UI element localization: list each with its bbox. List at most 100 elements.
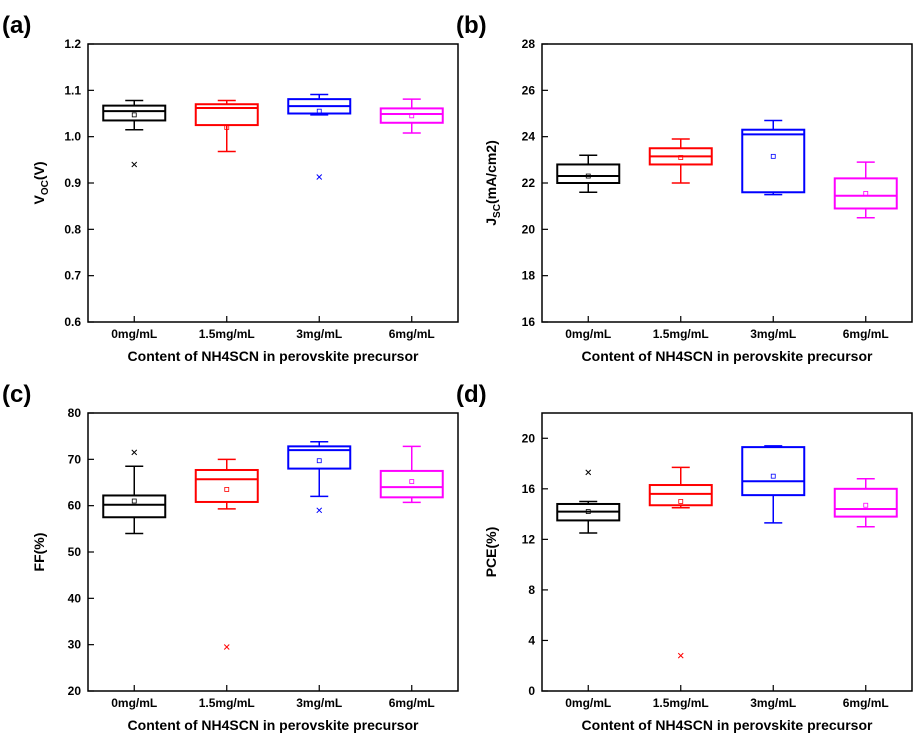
- mean-marker: [585, 509, 591, 514]
- y-tick-label: 1.2: [64, 37, 81, 51]
- y-tick-label: 30: [68, 638, 82, 652]
- panel-label: (a): [2, 12, 31, 39]
- outlier-marker: [223, 644, 230, 650]
- x-axis-title: Content of NH4SCN in perovskite precurso…: [582, 717, 873, 733]
- outlier-marker: [677, 652, 684, 659]
- plot-frame: [87, 412, 459, 692]
- box-iqr: [379, 107, 444, 124]
- box-iqr: [194, 468, 259, 503]
- x-tick-label: 0mg/mL: [565, 696, 611, 710]
- y-tick-label: 0.9: [64, 176, 81, 190]
- x-tick-label: 0mg/mL: [111, 696, 157, 710]
- y-tick-label: 28: [522, 37, 536, 51]
- mean-marker: [316, 458, 322, 464]
- mean-marker: [678, 499, 684, 504]
- outlier-stroke: [316, 507, 323, 514]
- box-iqr: [833, 177, 898, 210]
- mean-marker: [316, 108, 322, 114]
- x-tick-label: 6mg/mL: [389, 696, 435, 710]
- y-tick-label: 1.1: [64, 83, 81, 97]
- y-axis-title: PCE(%): [483, 527, 499, 578]
- y-tick-label: 26: [522, 83, 536, 97]
- box-iqr: [556, 163, 621, 184]
- mean-marker: [131, 498, 137, 504]
- y-tick-label: 20: [522, 431, 536, 445]
- y-tick-label: 18: [522, 269, 536, 283]
- y-tick-label: 4: [528, 633, 535, 647]
- box-plot: [379, 445, 444, 504]
- y-tick-label: 50: [68, 545, 82, 559]
- box-plot: [648, 466, 713, 659]
- outlier-marker: [131, 161, 138, 168]
- mean-marker: [131, 112, 137, 118]
- box-plot: [741, 445, 806, 524]
- y-tick-label: 22: [522, 176, 536, 190]
- y-tick-label: 1.0: [64, 130, 81, 144]
- outlier-stroke: [316, 174, 323, 180]
- box-iqr: [833, 487, 898, 518]
- box-plot: [833, 477, 898, 528]
- x-tick-label: 3mg/mL: [296, 327, 342, 341]
- box-plot: [379, 98, 444, 134]
- box-iqr: [102, 104, 167, 122]
- mean-marker: [409, 113, 415, 119]
- outlier-stroke: [223, 644, 230, 650]
- y-tick-label: 80: [68, 406, 82, 420]
- box-plot: [287, 93, 352, 180]
- outlier-stroke: [677, 652, 684, 659]
- panel-a: (a) 0.6 0.7 0.8 0.9 1.0 1.1 1.2 0mg/mL 1.5mg/mL 3m…: [2, 12, 459, 364]
- x-axis-title: Content of NH4SCN in perovskite precurso…: [128, 717, 419, 733]
- x-axis-title: Content of NH4SCN in perovskite precurso…: [582, 348, 873, 364]
- x-tick-label: 0mg/mL: [565, 327, 611, 341]
- outlier-stroke: [585, 469, 592, 476]
- y-axis-title: FF(%): [31, 533, 47, 572]
- mean-marker: [863, 191, 869, 196]
- outlier-marker: [316, 174, 323, 180]
- box-plot: [194, 99, 259, 153]
- x-tick-label: 6mg/mL: [843, 696, 889, 710]
- y-tick-label: 8: [528, 583, 535, 597]
- x-tick-label: 6mg/mL: [389, 327, 435, 341]
- x-tick-label: 3mg/mL: [296, 696, 342, 710]
- box-plot: [194, 458, 259, 650]
- box-plot: [556, 469, 621, 534]
- panel-label: (d): [456, 381, 487, 408]
- x-tick-label: 3mg/mL: [750, 696, 796, 710]
- x-tick-label: 1.5mg/mL: [199, 327, 255, 341]
- y-tick-label: 20: [68, 684, 82, 698]
- y-tick-label: 24: [522, 130, 536, 144]
- panel-label: (b): [456, 12, 487, 39]
- x-axis-title: Content of NH4SCN in perovskite precurso…: [128, 348, 419, 364]
- box-iqr: [379, 469, 444, 499]
- y-tick-label: 0.6: [64, 315, 81, 329]
- outlier-marker: [131, 449, 138, 456]
- panel-c: (c) 20 30 40 50 60 70 80 0mg/mL 1.5mg/mL 3mg/mL 6mg…: [2, 381, 459, 733]
- mean-marker: [585, 173, 591, 179]
- box-iqr: [741, 128, 806, 194]
- box-plot: [741, 119, 806, 196]
- y-tick-label: 70: [68, 452, 82, 466]
- x-tick-label: 0mg/mL: [111, 327, 157, 341]
- plot-frame: [541, 412, 913, 692]
- x-tick-label: 1.5mg/mL: [199, 696, 255, 710]
- box-plot: [556, 154, 621, 194]
- box-plot: [102, 99, 167, 168]
- box-plot: [102, 449, 167, 535]
- box-plot: [287, 440, 352, 514]
- y-tick-label: 16: [522, 482, 536, 496]
- x-tick-label: 6mg/mL: [843, 327, 889, 341]
- y-tick-label: 0.7: [64, 269, 81, 283]
- y-tick-label: 12: [522, 532, 536, 546]
- outlier-marker: [316, 507, 323, 514]
- x-tick-label: 1.5mg/mL: [653, 696, 709, 710]
- panel-d: (d) 0 4 8 12 16 20 0mg/mL 1.5mg/mL 3mg/mL 6mg/mL Co…: [456, 381, 913, 733]
- x-tick-label: 3mg/mL: [750, 327, 796, 341]
- mean-marker: [224, 487, 230, 492]
- panel-b: (b) 16 18 20 22 24 26 28 0mg/mL 1.5mg/mL 3mg/mL 6mg…: [456, 12, 913, 364]
- mean-marker: [678, 155, 684, 160]
- panel-label: (c): [2, 381, 31, 408]
- outlier-stroke: [131, 449, 138, 456]
- mean-marker: [770, 153, 776, 159]
- y-tick-label: 0.8: [64, 222, 81, 236]
